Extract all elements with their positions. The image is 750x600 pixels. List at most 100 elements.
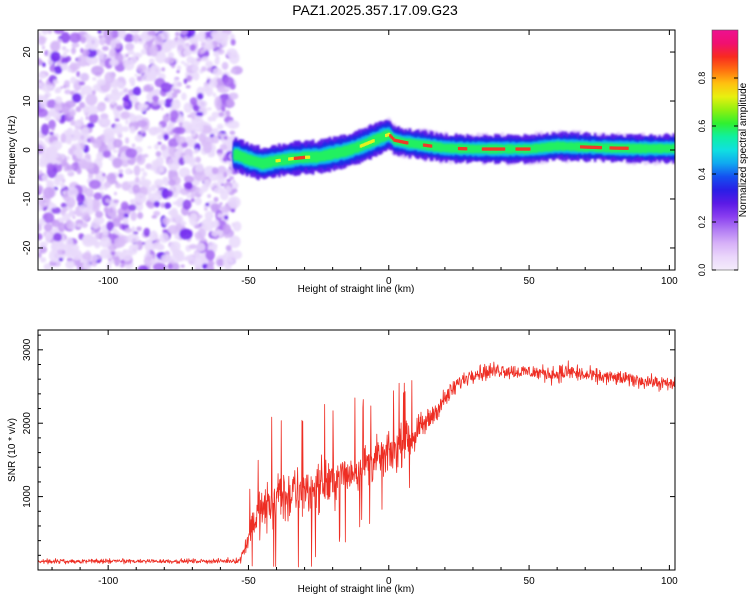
noise-blob — [120, 111, 131, 119]
trace-core-cell — [588, 145, 591, 149]
trace-core-cell — [391, 137, 395, 141]
noise-blob — [40, 134, 46, 139]
noise-blob — [111, 251, 115, 256]
noise-blob — [138, 40, 144, 45]
noise-blob — [213, 196, 219, 203]
noise-blob — [88, 179, 102, 190]
noise-blob — [225, 244, 232, 252]
noise-blob — [160, 143, 167, 151]
trace-cell — [640, 143, 643, 154]
trace-core-cell — [290, 157, 294, 161]
noise-blob — [161, 67, 166, 72]
noise-blob — [182, 48, 192, 57]
noise-blob — [72, 215, 76, 220]
trace-core-cell — [464, 147, 468, 151]
trace-core-cell — [522, 147, 525, 151]
noise-blob — [129, 126, 136, 134]
noise-blob — [125, 118, 129, 125]
trace-cell — [603, 143, 607, 152]
noise-blob — [136, 75, 142, 82]
noise-blob — [180, 264, 185, 268]
spectrogram-y-axis-label: Frequency (Hz) — [7, 116, 18, 185]
trace-cell — [564, 142, 567, 151]
noise-blob — [140, 129, 144, 134]
noise-blob — [217, 132, 223, 137]
noise-blob — [60, 182, 65, 189]
trace-cell — [268, 156, 271, 168]
noise-blob — [212, 92, 217, 98]
trace-core-cell — [610, 146, 614, 150]
trace-cell — [310, 151, 314, 163]
trace-core-cell — [366, 141, 370, 145]
noise-blob — [224, 215, 229, 220]
noise-blob — [65, 219, 73, 230]
noise-blob — [205, 86, 214, 97]
noise-blob — [38, 252, 42, 259]
trace-core-cell — [612, 146, 615, 150]
noise-blob — [91, 229, 96, 234]
trace-core-cell — [490, 147, 493, 151]
noise-blob — [157, 141, 162, 145]
trace-cell — [656, 143, 660, 154]
noise-blob — [54, 103, 62, 112]
trace-cell — [447, 144, 451, 153]
noise-blob — [230, 208, 236, 213]
trace-core-cell — [616, 146, 619, 150]
trace-core-cell — [276, 158, 280, 163]
noise-blob — [38, 72, 47, 79]
trace-cell — [553, 142, 556, 151]
noise-blob — [173, 77, 179, 82]
trace-cell — [341, 146, 344, 157]
noise-blob — [225, 168, 233, 175]
noise-blob — [149, 89, 159, 97]
noise-blob — [105, 198, 110, 203]
noise-blob — [196, 111, 204, 117]
trace-cell — [571, 142, 574, 151]
trace-core-cell — [457, 146, 461, 151]
noise-blob — [44, 91, 52, 99]
noise-blob — [227, 196, 241, 209]
trace-core-cell — [587, 145, 590, 149]
trace-core-cell — [617, 146, 621, 150]
noise-blob — [152, 95, 159, 102]
noise-blob — [97, 101, 107, 112]
trace-cell — [665, 144, 668, 154]
noise-blob — [76, 167, 82, 175]
trace-cell — [282, 154, 285, 166]
noise-blob — [213, 50, 220, 57]
trace-cell — [565, 142, 569, 151]
trace-cell — [410, 139, 413, 148]
noise-blob — [66, 243, 80, 252]
noise-blob — [226, 48, 238, 58]
trace-cell — [471, 144, 475, 154]
noise-blob — [66, 155, 70, 161]
noise-blob — [153, 200, 160, 208]
snr-ticks: -100 -50 0 50 100 1000 2000 3000 — [22, 330, 678, 587]
noise-blob — [143, 227, 151, 237]
noise-blob — [56, 160, 62, 165]
trace-core-cell — [523, 147, 527, 151]
noise-blob — [145, 249, 151, 255]
noise-blob — [69, 32, 81, 44]
noise-blob — [194, 148, 199, 154]
noise-blob — [85, 237, 92, 244]
trace-cell — [327, 149, 330, 161]
noise-blob — [113, 191, 118, 196]
noise-blob — [109, 207, 113, 213]
noise-blob — [160, 254, 173, 263]
noise-blob — [167, 224, 179, 235]
trace-core-cell — [485, 147, 489, 151]
snr-x-tick-label: -50 — [241, 576, 256, 587]
trace-core-cell — [598, 145, 601, 150]
trace-core-cell — [518, 147, 521, 151]
noise-blob — [112, 217, 121, 227]
noise-blob — [118, 253, 125, 259]
trace-core-cell — [594, 145, 597, 150]
trace-core-cell — [289, 157, 292, 161]
noise-blob — [55, 61, 62, 66]
noise-blob — [38, 233, 43, 241]
noise-blob — [69, 91, 74, 95]
noise-blob — [136, 65, 145, 73]
noise-blob — [122, 217, 129, 225]
